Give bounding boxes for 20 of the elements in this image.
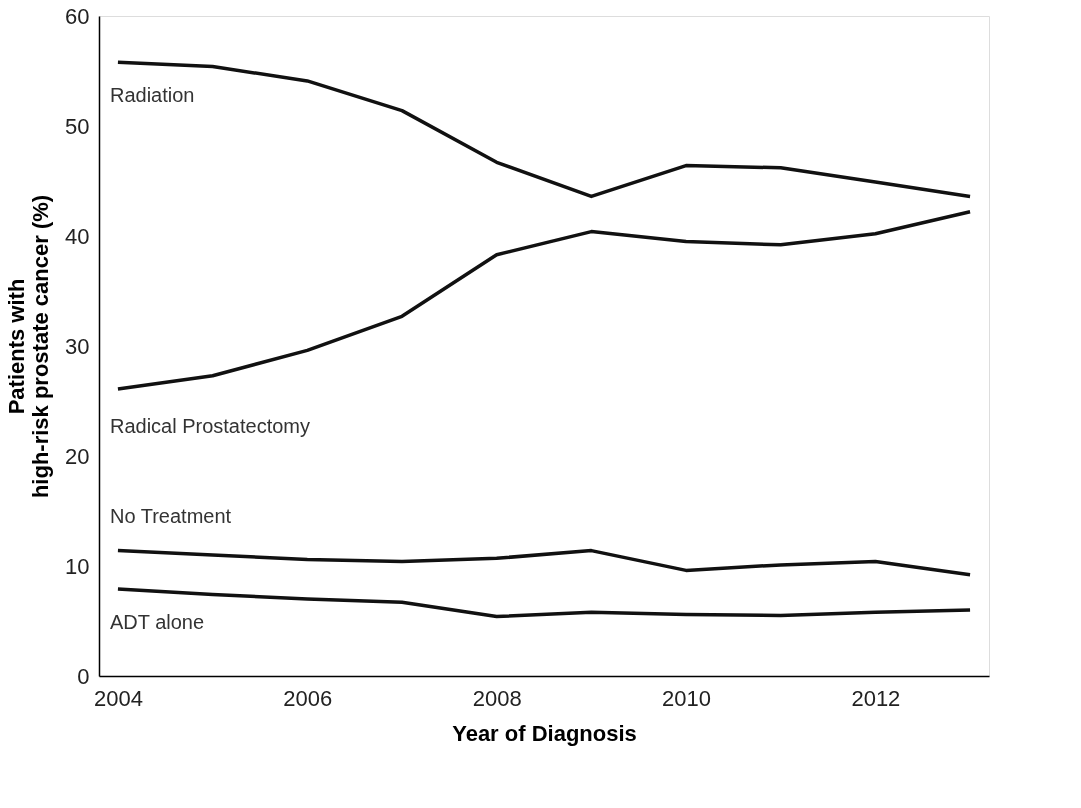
y-tick-label: 50 bbox=[65, 113, 90, 139]
y-tick-label: 20 bbox=[65, 443, 90, 469]
x-tick-label: 2008 bbox=[472, 685, 522, 711]
line-series bbox=[116, 210, 972, 391]
x-tick-label: 2010 bbox=[662, 685, 711, 711]
y-tick-label: 0 bbox=[77, 663, 90, 689]
series-label: Radical Prostatectomy bbox=[109, 414, 311, 437]
y-tick-label: 30 bbox=[65, 333, 90, 359]
y-tick-label: 60 bbox=[65, 3, 90, 29]
y-tick-label: 40 bbox=[65, 223, 90, 249]
x-tick-label: 2004 bbox=[93, 685, 143, 711]
series-label: No Treatment bbox=[109, 504, 232, 527]
x-tick-label: 2012 bbox=[851, 685, 901, 711]
y-axis-title: Patients with high-risk prostate cancer (%) bbox=[4, 194, 54, 499]
series-label: ADT alone bbox=[109, 611, 205, 634]
series-label: Radiation bbox=[109, 84, 195, 107]
y-tick-label: 10 bbox=[65, 553, 90, 579]
x-tick-label: 2006 bbox=[283, 685, 333, 711]
line-series bbox=[116, 548, 972, 577]
x-axis-title: Year of Diagnosis bbox=[452, 720, 637, 746]
